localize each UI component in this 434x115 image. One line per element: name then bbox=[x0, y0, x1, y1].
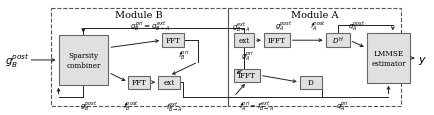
Bar bbox=[128, 76, 150, 89]
Bar bbox=[162, 34, 184, 48]
Bar bbox=[158, 76, 180, 89]
Text: Module A: Module A bbox=[290, 11, 338, 20]
Bar bbox=[366, 34, 409, 83]
Bar bbox=[227, 9, 401, 106]
Text: Module B: Module B bbox=[115, 11, 163, 20]
Text: $f_{A}^{post}$: $f_{A}^{post}$ bbox=[309, 20, 325, 33]
Text: $f_{B}^{post}$: $f_{B}^{post}$ bbox=[123, 99, 139, 112]
Text: IFFT: IFFT bbox=[267, 37, 285, 45]
Text: $g_{B}^{post}$: $g_{B}^{post}$ bbox=[79, 99, 97, 112]
Text: IFFT: IFFT bbox=[237, 72, 255, 80]
Text: $g_{B\leftarrow A}^{ext}$: $g_{B\leftarrow A}^{ext}$ bbox=[231, 20, 250, 33]
Bar bbox=[325, 34, 349, 48]
Text: ext: ext bbox=[163, 79, 174, 86]
Text: $f_{A}^{pri}=f_{B\rightarrow A}^{ext}$: $f_{A}^{pri}=f_{B\rightarrow A}^{ext}$ bbox=[239, 99, 274, 112]
Text: $g_{B}^{pri}=g_{B\leftarrow A}^{ext}$: $g_{B}^{pri}=g_{B\leftarrow A}^{ext}$ bbox=[129, 20, 170, 33]
Text: $g_{A}^{pri}$: $g_{A}^{pri}$ bbox=[241, 49, 254, 62]
Text: $q_{A}^{post}$: $q_{A}^{post}$ bbox=[347, 20, 365, 33]
Text: $g_{A}^{post}$: $g_{A}^{post}$ bbox=[274, 20, 292, 33]
Text: FFT: FFT bbox=[132, 79, 146, 86]
Text: $\mathbf{\it{y}}$: $\mathbf{\it{y}}$ bbox=[418, 55, 426, 66]
Text: $f_{B\rightarrow A}^{ext}$: $f_{B\rightarrow A}^{ext}$ bbox=[165, 99, 182, 112]
Bar bbox=[50, 9, 227, 106]
Text: FFT: FFT bbox=[165, 37, 180, 45]
Text: Sparsity
combiner: Sparsity combiner bbox=[66, 52, 100, 69]
Bar bbox=[59, 36, 108, 85]
Bar bbox=[233, 34, 253, 48]
Bar bbox=[263, 34, 289, 48]
Text: ext: ext bbox=[238, 37, 249, 45]
Text: $D^{H}$: $D^{H}$ bbox=[331, 35, 343, 46]
Text: LMMSE
estimator: LMMSE estimator bbox=[370, 50, 405, 67]
Bar bbox=[233, 69, 259, 82]
Bar bbox=[299, 76, 321, 89]
Text: $\mathbf{\it{g}}_{B}^{post}$: $\mathbf{\it{g}}_{B}^{post}$ bbox=[5, 52, 29, 69]
Text: $f_{B}^{pri}$: $f_{B}^{pri}$ bbox=[178, 48, 189, 61]
Text: D: D bbox=[307, 79, 313, 86]
Text: $q_{A}^{pri}$: $q_{A}^{pri}$ bbox=[335, 99, 349, 112]
